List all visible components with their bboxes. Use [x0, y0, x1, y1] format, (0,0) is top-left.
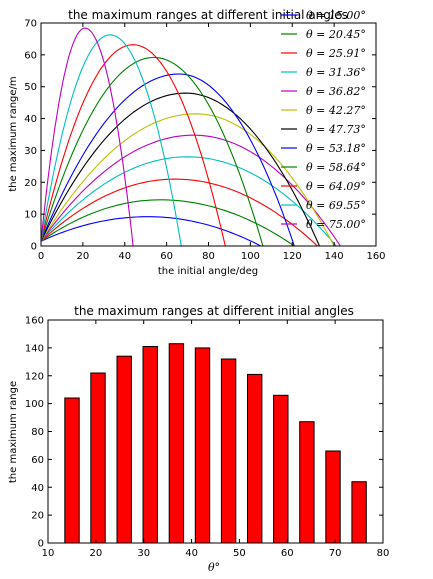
y-tick-label: 0 — [38, 539, 44, 550]
bar-chart-y-label: the maximum range — [8, 381, 19, 483]
bar-4 — [142, 346, 158, 544]
line-series-2 — [41, 199, 295, 246]
bar-10 — [299, 421, 315, 544]
line-chart-legend: θ = 15.00° θ = 20.45° θ = 25.91° θ = 31.36°… — [281, 9, 366, 231]
x-tick-label: 20 — [89, 548, 102, 559]
line-series-9 — [41, 56, 264, 246]
legend-label-12: θ = 75.00° — [306, 218, 366, 231]
x-tick-label: 0 — [38, 251, 44, 262]
y-tick-label: 50 — [24, 82, 37, 93]
line-series-11 — [41, 34, 182, 246]
x-tick-label: 160 — [366, 251, 385, 262]
bar-1 — [64, 397, 80, 544]
y-tick-label: 140 — [25, 343, 44, 354]
bar-chart-bars — [64, 343, 367, 544]
legend-label-11: θ = 69.55° — [306, 199, 366, 212]
bar-chart-title: the maximum ranges at different initial … — [74, 304, 354, 318]
line-series-7 — [41, 92, 321, 246]
x-tick-label: 100 — [241, 251, 260, 262]
bar-6 — [194, 347, 211, 544]
y-tick-label: 60 — [24, 50, 37, 61]
line-series-4 — [41, 156, 337, 246]
x-tick-label: 20 — [77, 251, 90, 262]
x-tick-label: 40 — [185, 548, 198, 559]
y-tick-label: 60 — [31, 455, 44, 466]
bar-5 — [168, 343, 185, 544]
y-tick-label: 20 — [24, 178, 37, 189]
line-chart-y-ticks: 0 10 20 30 40 50 60 70 — [24, 19, 376, 253]
bar-3 — [116, 355, 132, 544]
line-series-5 — [41, 134, 341, 246]
line-series-8 — [41, 73, 295, 246]
x-tick-label: 140 — [325, 251, 344, 262]
line-series-1 — [41, 216, 262, 246]
line-series-10 — [41, 44, 226, 246]
y-tick-label: 0 — [31, 242, 37, 253]
legend-label-7: θ = 47.73° — [306, 123, 366, 136]
legend-label-3: θ = 25.91° — [306, 47, 366, 60]
y-tick-label: 30 — [24, 146, 37, 157]
y-tick-label: 40 — [31, 483, 44, 494]
legend-label-9: θ = 58.64° — [306, 161, 366, 174]
legend-label-10: θ = 64.09° — [306, 180, 366, 193]
bar-chart: the maximum ranges at different initial … — [8, 304, 389, 574]
line-series-3 — [41, 178, 318, 246]
line-chart: the maximum ranges at different initial … — [8, 8, 386, 277]
x-tick-label: 120 — [283, 251, 302, 262]
y-tick-label: 160 — [25, 316, 44, 327]
x-tick-label: 50 — [233, 548, 246, 559]
bar-chart-y-ticks: 0 20 40 60 80 100 120 140 160 — [25, 316, 383, 550]
legend-label-5: θ = 36.82° — [306, 85, 366, 98]
x-tick-label: 10 — [42, 548, 55, 559]
line-chart-x-label: the initial angle/deg — [158, 266, 258, 277]
legend-label-4: θ = 31.36° — [306, 66, 366, 79]
bar-12 — [351, 481, 367, 544]
bar-2 — [90, 372, 106, 544]
line-chart-plot-area — [41, 27, 341, 246]
x-tick-label: 60 — [281, 548, 294, 559]
line-chart-title: the maximum ranges at different initial … — [68, 8, 348, 22]
line-chart-y-label: the maximum range/m — [8, 76, 19, 191]
legend-label-8: θ = 53.18° — [306, 142, 366, 155]
y-tick-label: 20 — [31, 511, 44, 522]
legend-label-1: θ = 15.00° — [306, 9, 366, 22]
bar-8 — [247, 373, 263, 544]
bar-9 — [273, 394, 289, 544]
legend-label-2: θ = 20.45° — [306, 28, 366, 41]
y-tick-label: 80 — [31, 427, 44, 438]
bar-chart-x-label: θ° — [208, 561, 220, 574]
y-tick-label: 40 — [24, 114, 37, 125]
x-tick-label: 70 — [329, 548, 342, 559]
x-tick-label: 60 — [160, 251, 173, 262]
y-tick-label: 70 — [24, 19, 37, 30]
y-tick-label: 120 — [25, 371, 44, 382]
line-series-12 — [41, 27, 134, 246]
x-tick-label: 40 — [118, 251, 131, 262]
line-chart-x-ticks: 0 20 40 60 80 100 120 140 160 — [38, 23, 386, 262]
y-tick-label: 10 — [24, 210, 37, 221]
y-tick-label: 100 — [25, 399, 44, 410]
x-tick-label: 30 — [137, 548, 150, 559]
bar-chart-x-ticks: 10 20 30 40 50 60 70 80 — [42, 320, 390, 559]
legend-label-6: θ = 42.27° — [306, 104, 366, 117]
bar-11 — [325, 450, 341, 544]
x-tick-label: 80 — [377, 548, 390, 559]
x-tick-label: 80 — [202, 251, 215, 262]
bar-7 — [220, 358, 237, 544]
